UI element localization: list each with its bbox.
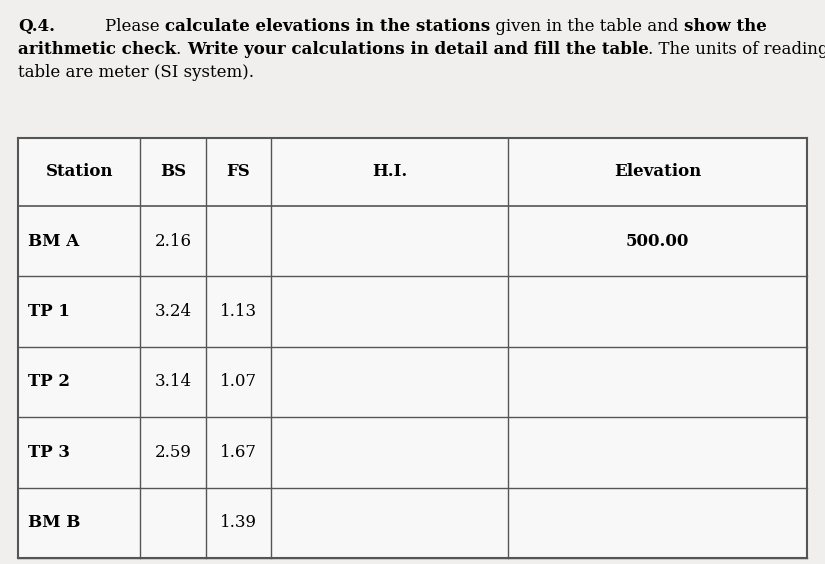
Text: 2.59: 2.59 [154, 444, 191, 461]
Text: BS: BS [160, 164, 186, 180]
Text: 3.24: 3.24 [154, 303, 191, 320]
Text: Please: Please [105, 18, 165, 35]
Text: FS: FS [227, 164, 251, 180]
Text: 1.67: 1.67 [220, 444, 257, 461]
Text: BM B: BM B [28, 514, 80, 531]
Text: given in the table and: given in the table and [490, 18, 684, 35]
Text: TP 1: TP 1 [28, 303, 70, 320]
Text: 1.39: 1.39 [220, 514, 257, 531]
Text: TP 3: TP 3 [28, 444, 70, 461]
Text: Elevation: Elevation [614, 164, 701, 180]
Text: TP 2: TP 2 [28, 373, 70, 390]
Bar [18, 138, 807, 558]
Text: 2.16: 2.16 [154, 233, 191, 250]
Text: .: . [177, 41, 186, 58]
Text: H.I.: H.I. [372, 164, 408, 180]
Text: 1.13: 1.13 [220, 303, 257, 320]
Text: arithmetic check: arithmetic check [18, 41, 177, 58]
Text: Write your calculations in detail and fill the table: Write your calculations in detail and fi… [186, 41, 648, 58]
Text: 3.14: 3.14 [154, 373, 191, 390]
Text: Q.4.: Q.4. [18, 18, 55, 35]
Circle shape [430, 165, 610, 345]
Text: 1.07: 1.07 [220, 373, 257, 390]
Text: Station: Station [45, 164, 113, 180]
Text: show the: show the [684, 18, 766, 35]
Circle shape [463, 235, 773, 545]
Text: 500.00: 500.00 [626, 233, 689, 250]
Text: table are meter (SI system).: table are meter (SI system). [18, 64, 254, 81]
Text: BM A: BM A [28, 233, 79, 250]
Text: calculate elevations in the stations: calculate elevations in the stations [165, 18, 490, 35]
Text: . The units of readings in the: . The units of readings in the [648, 41, 825, 58]
